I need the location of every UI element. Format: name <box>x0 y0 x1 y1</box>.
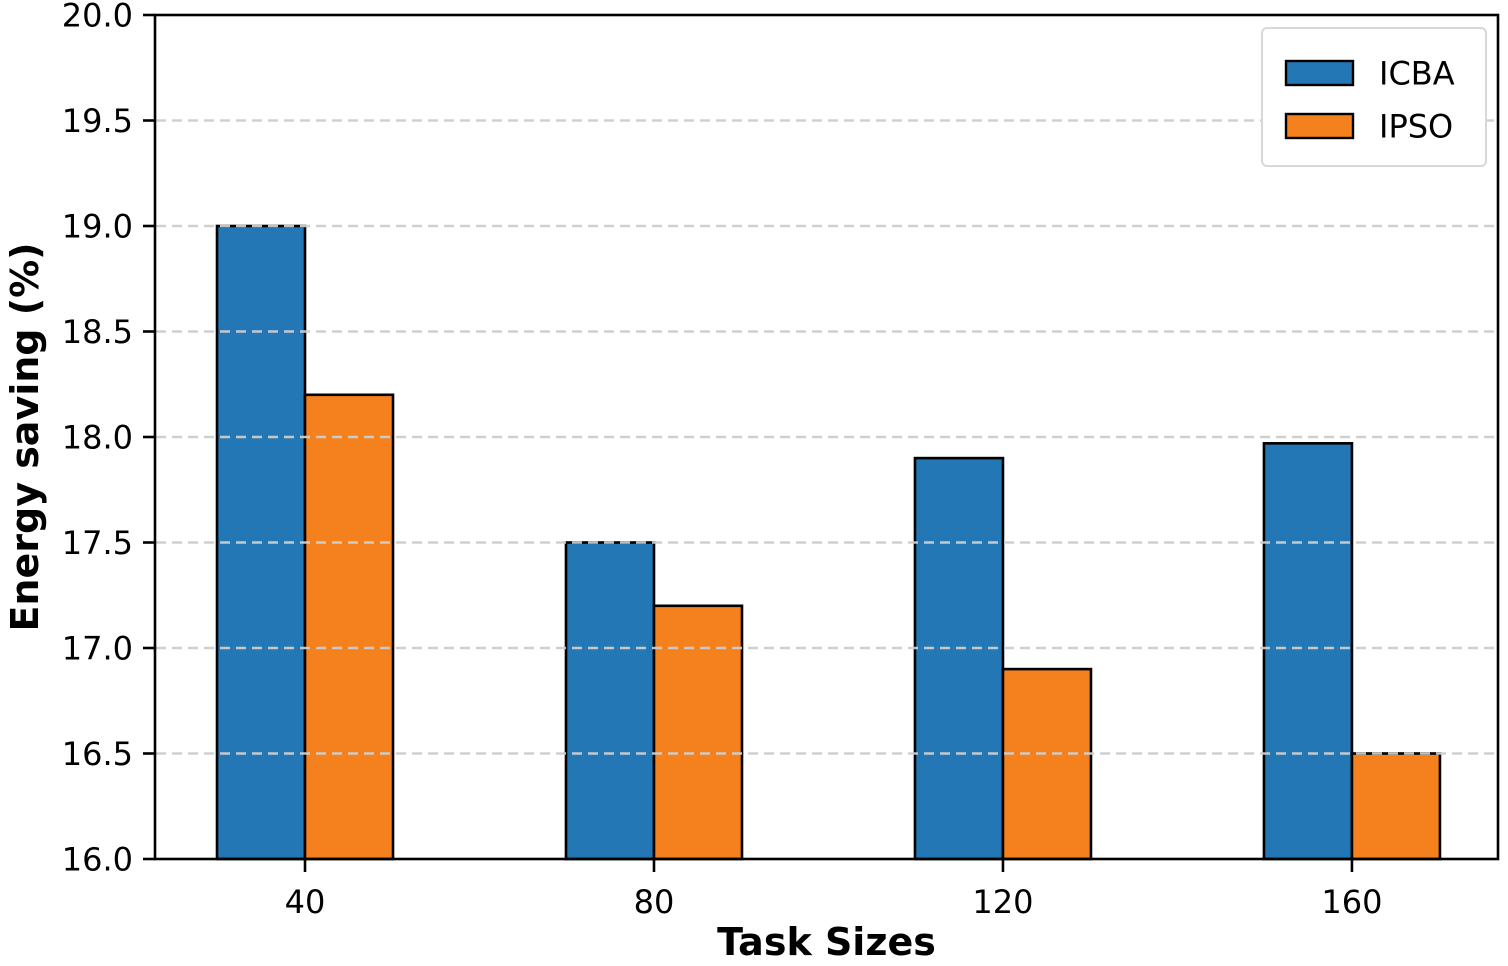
y-axis-label: Energy saving (%) <box>3 242 47 631</box>
x-tick-label-40: 40 <box>285 883 326 921</box>
bar-ipso-120 <box>1001 667 1093 861</box>
legend-label-ipso: IPSO <box>1379 108 1453 146</box>
bar-ipso-80 <box>652 604 744 861</box>
bar-icba-80 <box>564 541 656 861</box>
y-tick-label-19.0: 19.0 <box>62 208 133 246</box>
x-tick-label-120: 120 <box>972 883 1033 921</box>
y-tick-label-20.0: 20.0 <box>62 0 133 35</box>
bar-ipso-160 <box>1350 752 1442 861</box>
legend-label-icba: ICBA <box>1379 55 1455 93</box>
y-tick-label-19.5: 19.5 <box>62 102 133 140</box>
y-tick-label-16.5: 16.5 <box>62 735 133 773</box>
x-tick-label-160: 160 <box>1321 883 1382 921</box>
y-tick-label-18.0: 18.0 <box>62 419 133 457</box>
legend: ICBA IPSO <box>1261 27 1487 167</box>
bar-icba-120 <box>913 456 1005 861</box>
y-tick-label-16.0: 16.0 <box>62 841 133 879</box>
y-tick-label-17.0: 17.0 <box>62 630 133 668</box>
bar-icba-160 <box>1262 442 1354 861</box>
x-axis-label: Task Sizes <box>717 920 936 964</box>
x-tick-label-80: 80 <box>634 883 675 921</box>
legend-swatch-ipso <box>1284 112 1355 140</box>
y-tick-label-18.5: 18.5 <box>62 313 133 351</box>
y-tick-label-17.5: 17.5 <box>62 524 133 562</box>
legend-swatch-icba <box>1284 59 1355 87</box>
bar-ipso-40 <box>303 393 395 861</box>
